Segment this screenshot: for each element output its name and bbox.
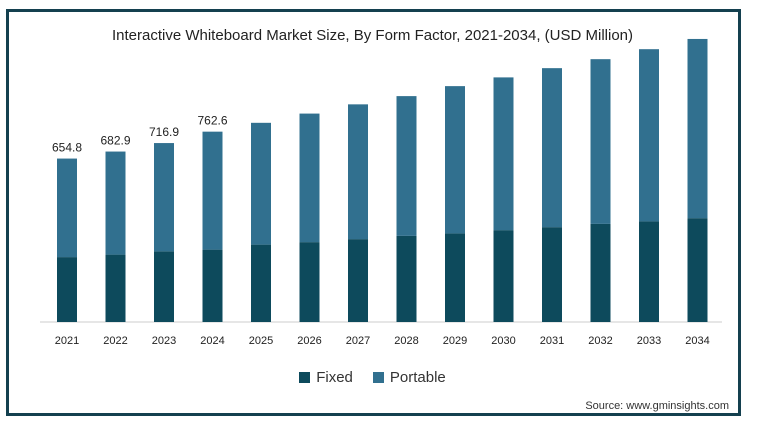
- bar-fixed-2023: [154, 251, 174, 322]
- x-tick-label: 2024: [200, 335, 224, 347]
- bar-portable-2031: [542, 68, 562, 228]
- x-tick-label: 2033: [637, 335, 661, 347]
- bar-fixed-2031: [542, 227, 562, 322]
- bar-total-label: 762.6: [197, 114, 227, 128]
- bar-fixed-2030: [493, 230, 514, 322]
- bar-portable-2026: [299, 113, 320, 243]
- bar-fixed-2026: [299, 242, 320, 322]
- chart-frame: [6, 9, 741, 416]
- bar-portable-2023: [154, 143, 174, 252]
- bar-portable-2034: [687, 38, 708, 219]
- x-tick-label: 2028: [394, 335, 418, 347]
- bar-total-label: 716.9: [149, 125, 179, 139]
- legend: Fixed Portable: [0, 369, 745, 386]
- bar-portable-2028: [396, 96, 417, 236]
- legend-swatch-fixed: [299, 372, 311, 383]
- legend-label-fixed: Fixed: [316, 369, 353, 386]
- bar-portable-2033: [639, 49, 659, 222]
- bar-portable-2032: [590, 59, 611, 224]
- x-tick-label: 2023: [152, 335, 176, 347]
- bar-portable-2029: [445, 86, 465, 234]
- bar-portable-2022: [105, 151, 126, 255]
- bar-fixed-2032: [590, 223, 611, 322]
- x-tick-label: 2025: [249, 335, 273, 347]
- chart-title: Interactive Whiteboard Market Size, By F…: [111, 27, 634, 44]
- bar-fixed-2025: [251, 244, 271, 322]
- bar-fixed-2028: [396, 235, 417, 322]
- legend-swatch-portable: [372, 372, 384, 383]
- bar-fixed-2029: [445, 233, 465, 322]
- bar-fixed-2027: [348, 239, 368, 322]
- bar-portable-2021: [57, 158, 77, 258]
- bar-portable-2025: [251, 122, 271, 245]
- bar-fixed-2022: [105, 254, 126, 322]
- bar-portable-2030: [493, 77, 514, 231]
- bar-portable-2027: [348, 104, 368, 240]
- x-tick-label: 2030: [491, 335, 515, 347]
- x-tick-label: 2026: [297, 335, 321, 347]
- bar-fixed-2033: [639, 221, 659, 322]
- bar-fixed-2021: [57, 257, 77, 322]
- source-note: Source: www.gminsights.com: [585, 400, 729, 412]
- legend-label-portable: Portable: [389, 369, 446, 386]
- bar-total-label: 682.9: [100, 134, 130, 148]
- x-tick-label: 2027: [346, 335, 370, 347]
- legend-item-fixed: Fixed: [299, 369, 353, 386]
- x-tick-label: 2021: [55, 335, 79, 347]
- bar-fixed-2024: [202, 249, 223, 322]
- bar-total-label: 654.8: [52, 141, 82, 155]
- legend-item-portable: Portable: [372, 369, 446, 386]
- x-tick-label: 2034: [685, 335, 709, 347]
- x-tick-label: 2029: [443, 335, 467, 347]
- x-tick-label: 2022: [103, 335, 127, 347]
- bar-portable-2024: [202, 131, 223, 250]
- x-tick-label: 2031: [540, 335, 564, 347]
- x-tick-label: 2032: [588, 335, 612, 347]
- bar-fixed-2034: [687, 218, 708, 322]
